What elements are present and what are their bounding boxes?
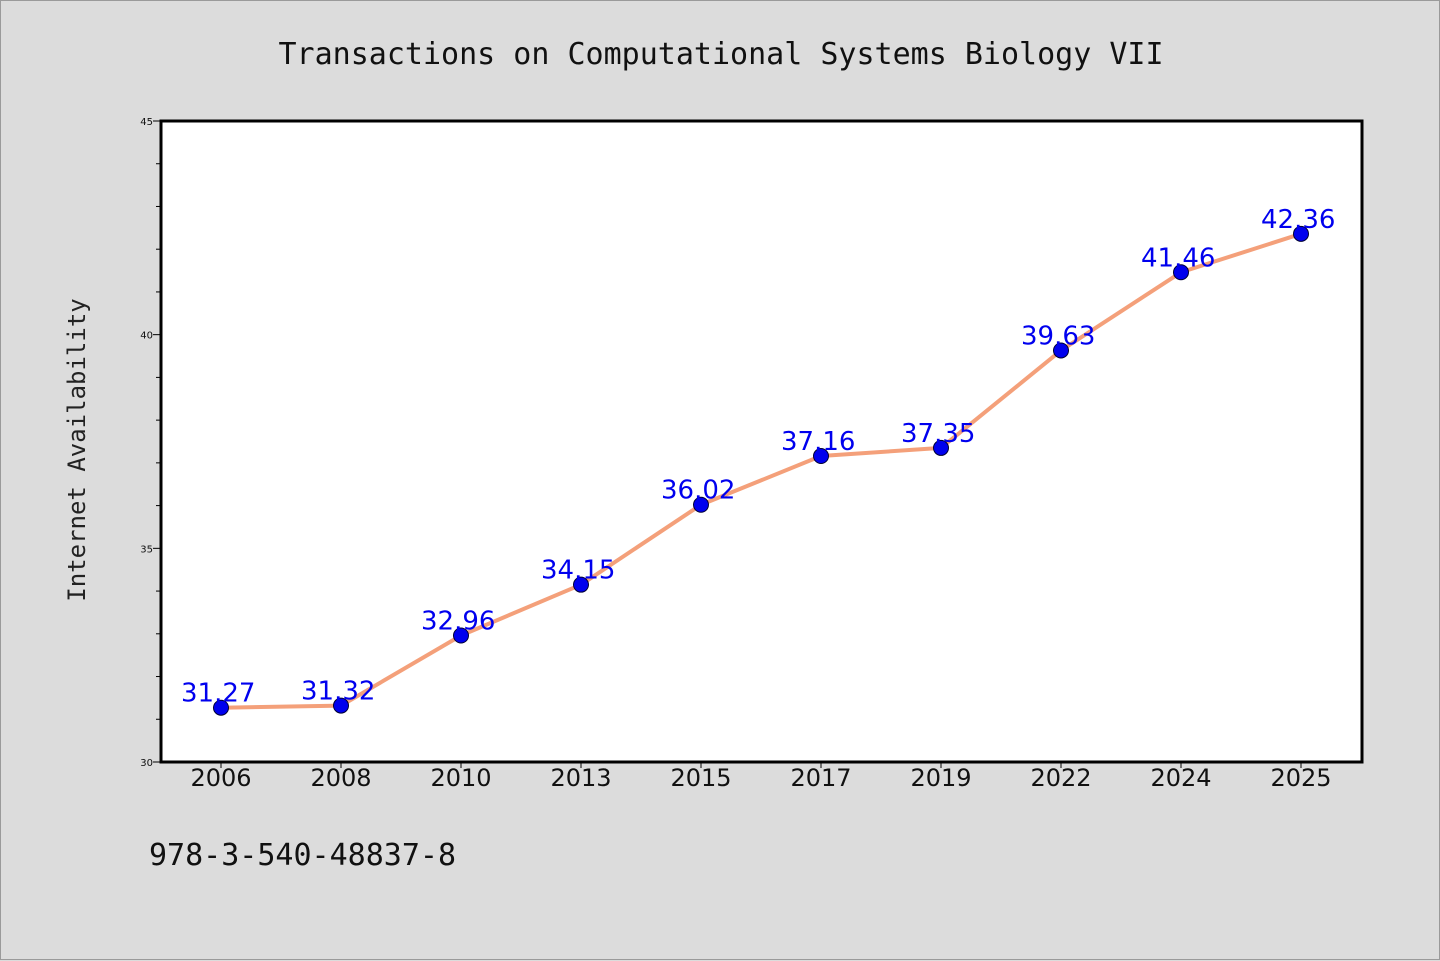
data-label: 36.02 xyxy=(661,476,735,506)
x-tick-label: 2025 xyxy=(1270,764,1331,792)
data-labels: 31.27 31.32 32.96 34.15 36.02 37.16 37.35 39.63… xyxy=(181,205,1335,709)
x-tick-label: 2015 xyxy=(670,764,731,792)
x-tick-label: 2008 xyxy=(310,764,371,792)
plot-border xyxy=(159,119,1364,764)
data-point xyxy=(213,699,229,716)
y-tick-label: 40 xyxy=(140,331,153,342)
x-tick-label: 2024 xyxy=(1150,764,1211,792)
data-point xyxy=(1173,264,1189,281)
data-label: 39.63 xyxy=(1021,321,1095,351)
data-point xyxy=(933,439,949,456)
x-tick-label: 2019 xyxy=(910,764,971,792)
data-label: 31.32 xyxy=(301,677,375,707)
y-tick-label: 30 xyxy=(140,758,153,769)
series-group xyxy=(213,225,1309,716)
data-point xyxy=(1053,342,1069,359)
y-axis-label: Internet Availability xyxy=(63,298,91,601)
x-tick-label: 2010 xyxy=(430,764,491,792)
data-label: 42.36 xyxy=(1261,205,1335,235)
y-axis: 30 35 40 45 xyxy=(140,117,161,769)
x-axis: 2006 2008 2010 2013 2015 2017 2019 2022 2024 2025 xyxy=(190,762,1332,792)
data-point xyxy=(573,576,589,593)
data-label: 37.16 xyxy=(781,427,855,457)
data-point xyxy=(333,697,349,714)
data-label: 32.96 xyxy=(421,607,495,637)
x-tick-label: 2017 xyxy=(790,764,851,792)
x-tick-label: 2013 xyxy=(550,764,611,792)
plot-area xyxy=(161,121,1362,762)
x-tick-label: 2022 xyxy=(1030,764,1091,792)
y-tick-label: 35 xyxy=(140,544,153,555)
data-point xyxy=(693,496,709,513)
x-tick-label: 2006 xyxy=(190,764,251,792)
data-point xyxy=(453,627,469,644)
data-label: 34.15 xyxy=(541,556,615,586)
data-label: 37.35 xyxy=(901,419,975,449)
y-tick-label: 45 xyxy=(140,117,153,128)
data-label: 41.46 xyxy=(1141,243,1215,273)
chart-title: Transactions on Computational Systems Bi… xyxy=(278,37,1163,72)
data-point xyxy=(1293,225,1309,242)
data-label: 31.27 xyxy=(181,679,255,709)
series-line xyxy=(220,231,1302,710)
isbn-text: 978-3-540-48837-8 xyxy=(149,838,456,873)
data-point xyxy=(813,448,829,465)
